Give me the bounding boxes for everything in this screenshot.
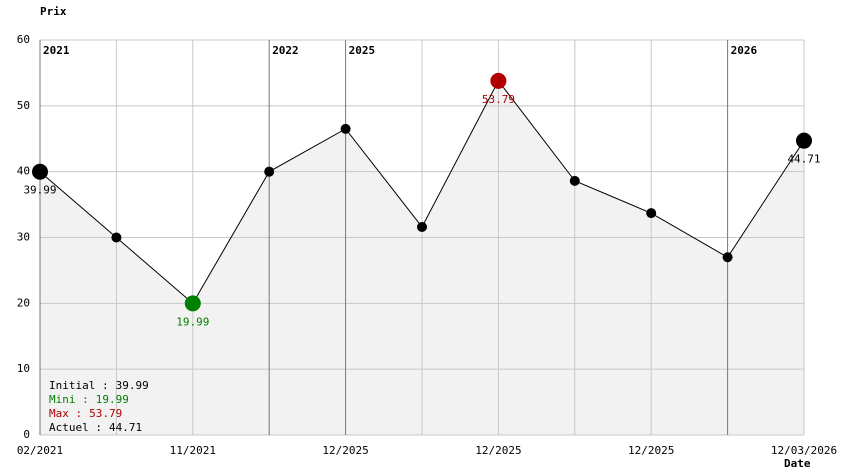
value-label: 44.71: [787, 153, 820, 166]
stat-value: 39.99: [116, 379, 149, 392]
y-tick-label: 50: [17, 99, 30, 112]
x-axis-label: Date: [784, 457, 811, 470]
stat-value: 53.79: [89, 407, 122, 420]
y-tick-label: 0: [23, 428, 30, 441]
point: [264, 166, 275, 177]
year-marker: 2026: [731, 44, 758, 57]
value-label: 53.79: [482, 93, 515, 106]
year-marker: 2022: [272, 44, 299, 57]
stat: Actuel : 44.71: [49, 421, 142, 434]
y-tick-label: 20: [17, 296, 30, 309]
point: [111, 232, 122, 243]
y-tick-label: 30: [17, 231, 30, 244]
point: [32, 163, 48, 180]
x-tick-label: 02/2021: [17, 444, 63, 457]
stat-value: 44.71: [109, 421, 142, 434]
point: [340, 123, 351, 134]
y-tick-label: 10: [17, 362, 30, 375]
stat-value: 19.99: [96, 393, 129, 406]
stat: Mini : 19.99: [49, 393, 129, 406]
point: [569, 175, 580, 186]
stat-label: Max :: [49, 407, 82, 420]
x-tick-label: 12/2025: [628, 444, 674, 457]
value-label: 39.99: [23, 184, 56, 197]
x-tick-label: 12/2025: [322, 444, 368, 457]
point: [184, 295, 201, 312]
stat: Max : 53.79: [49, 407, 122, 420]
year-marker: 2025: [349, 44, 376, 57]
x-tick-label: 11/2021: [170, 444, 216, 457]
point: [490, 72, 507, 89]
stat-label: Mini :: [49, 393, 89, 406]
stat: Initial : 39.99: [49, 379, 149, 392]
year-marker: 2021: [43, 44, 70, 57]
y-tick-label: 60: [17, 33, 30, 46]
x-tick-label: 12/03/2026: [771, 444, 837, 457]
y-axis-label: Prix: [40, 5, 67, 18]
x-tick-label: 12/2025: [475, 444, 521, 457]
value-label: 19.99: [176, 315, 209, 328]
point: [796, 132, 812, 149]
y-tick-label: 40: [17, 165, 30, 178]
point: [722, 252, 733, 263]
point: [646, 208, 657, 219]
stat-label: Actuel :: [49, 421, 102, 434]
stat-label: Initial :: [49, 379, 109, 392]
point: [417, 221, 427, 232]
